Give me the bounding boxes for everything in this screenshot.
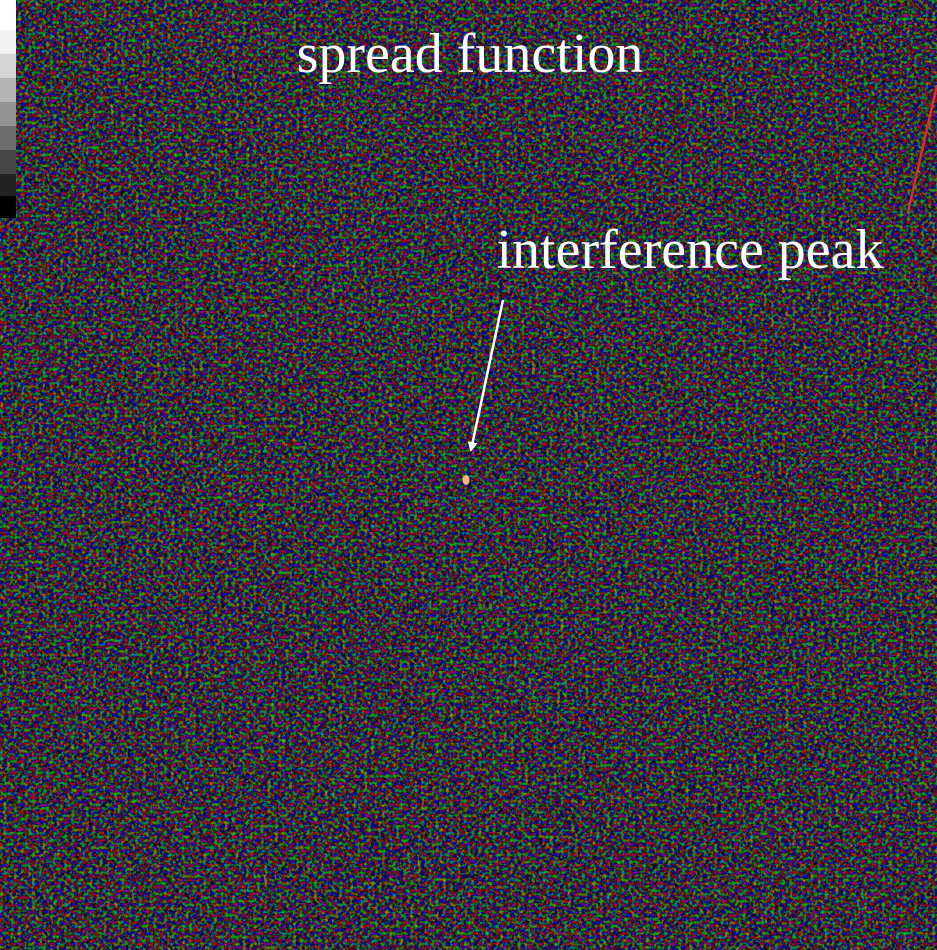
scene: spread function interference peak — [0, 0, 937, 950]
speckle-noise — [0, 0, 937, 950]
top-label: spread function — [297, 23, 644, 85]
gray-scale-strip — [0, 0, 16, 218]
peak-label: interference peak — [496, 219, 883, 281]
interference-peak-spot — [463, 475, 470, 485]
